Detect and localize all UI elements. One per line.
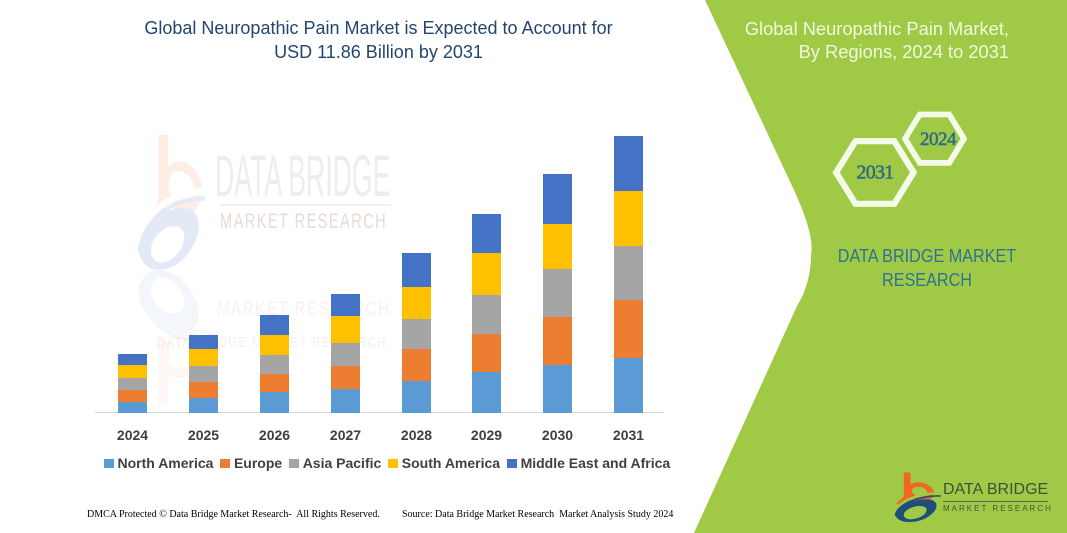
svg-text:2024: 2024 [920,129,957,150]
svg-text:2031: 2031 [856,162,893,184]
